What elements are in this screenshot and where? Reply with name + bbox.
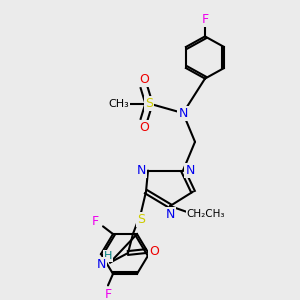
Text: O: O bbox=[149, 244, 159, 258]
Text: N: N bbox=[178, 106, 188, 120]
Text: CH₂CH₃: CH₂CH₃ bbox=[187, 209, 225, 219]
Text: H: H bbox=[104, 251, 112, 261]
Text: O: O bbox=[139, 121, 149, 134]
Text: F: F bbox=[92, 215, 99, 228]
Text: S: S bbox=[137, 213, 145, 226]
Text: N: N bbox=[96, 258, 106, 271]
Text: O: O bbox=[139, 73, 149, 86]
Text: N: N bbox=[136, 164, 146, 177]
Text: F: F bbox=[104, 289, 112, 300]
Text: S: S bbox=[145, 97, 153, 110]
Text: CH₃: CH₃ bbox=[109, 98, 129, 109]
Text: F: F bbox=[201, 13, 208, 26]
Text: N: N bbox=[185, 164, 195, 177]
Text: N: N bbox=[165, 208, 175, 221]
